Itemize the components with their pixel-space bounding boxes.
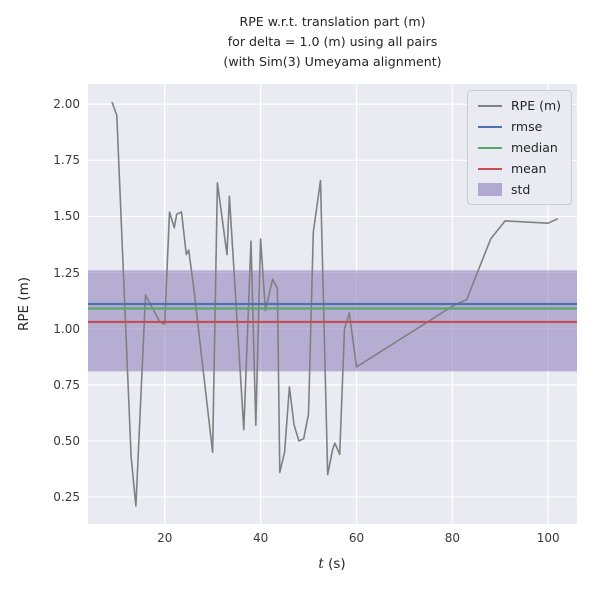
chart-title-line-3: (with Sim(3) Umeyama alignment) <box>223 54 442 69</box>
y-tick-label: 0.25 <box>53 490 80 505</box>
y-tick-label: 1.75 <box>53 153 80 168</box>
x-axis-label: t (s) <box>318 556 345 572</box>
legend-line-swatch <box>477 146 502 149</box>
y-tick-label: 1.25 <box>53 265 80 280</box>
legend-patch-swatch <box>477 183 502 196</box>
x-axis-label-variable: t <box>318 556 324 572</box>
legend-entry-rpe-m-: RPE (m) <box>477 98 561 113</box>
x-tick-label: 100 <box>536 531 560 545</box>
x-tick-label: 40 <box>252 531 269 545</box>
y-tick-label: 0.75 <box>53 377 80 392</box>
y-tick-label: 2.00 <box>53 97 80 112</box>
chart-title-line-2: for delta = 1.0 (m) using all pairs <box>227 34 438 49</box>
legend-line-swatch <box>477 125 502 128</box>
chart-title: RPE w.r.t. translation part (m) for delt… <box>88 12 577 72</box>
y-tick-label: 1.00 <box>53 321 80 336</box>
legend-label: mean <box>510 161 547 176</box>
x-tick-label: 60 <box>348 531 365 545</box>
legend-label: std <box>510 182 531 197</box>
legend-entry-median: median <box>477 140 561 155</box>
legend-label: median <box>510 140 558 155</box>
y-axis-label: RPE (m) <box>16 276 32 332</box>
chart-title-line-1: RPE w.r.t. translation part (m) <box>239 14 426 29</box>
y-tick-label: 0.50 <box>53 433 80 448</box>
legend-label: RPE (m) <box>510 98 561 113</box>
x-axis-label-unit: (s) <box>323 556 346 572</box>
legend-entry-std: std <box>477 182 561 197</box>
legend-entry-mean: mean <box>477 161 561 176</box>
legend-label: rmse <box>510 119 543 134</box>
legend-line-swatch <box>477 167 502 170</box>
std-band <box>88 270 577 372</box>
legend-entry-rmse: rmse <box>477 119 561 134</box>
legend: RPE (m) rmse median mean std <box>466 90 572 205</box>
legend-line-swatch <box>477 104 502 107</box>
x-tick-label: 80 <box>444 531 460 545</box>
rpe-line <box>111 101 559 507</box>
y-tick-label: 1.50 <box>53 209 80 224</box>
x-tick-label: 20 <box>157 531 173 545</box>
